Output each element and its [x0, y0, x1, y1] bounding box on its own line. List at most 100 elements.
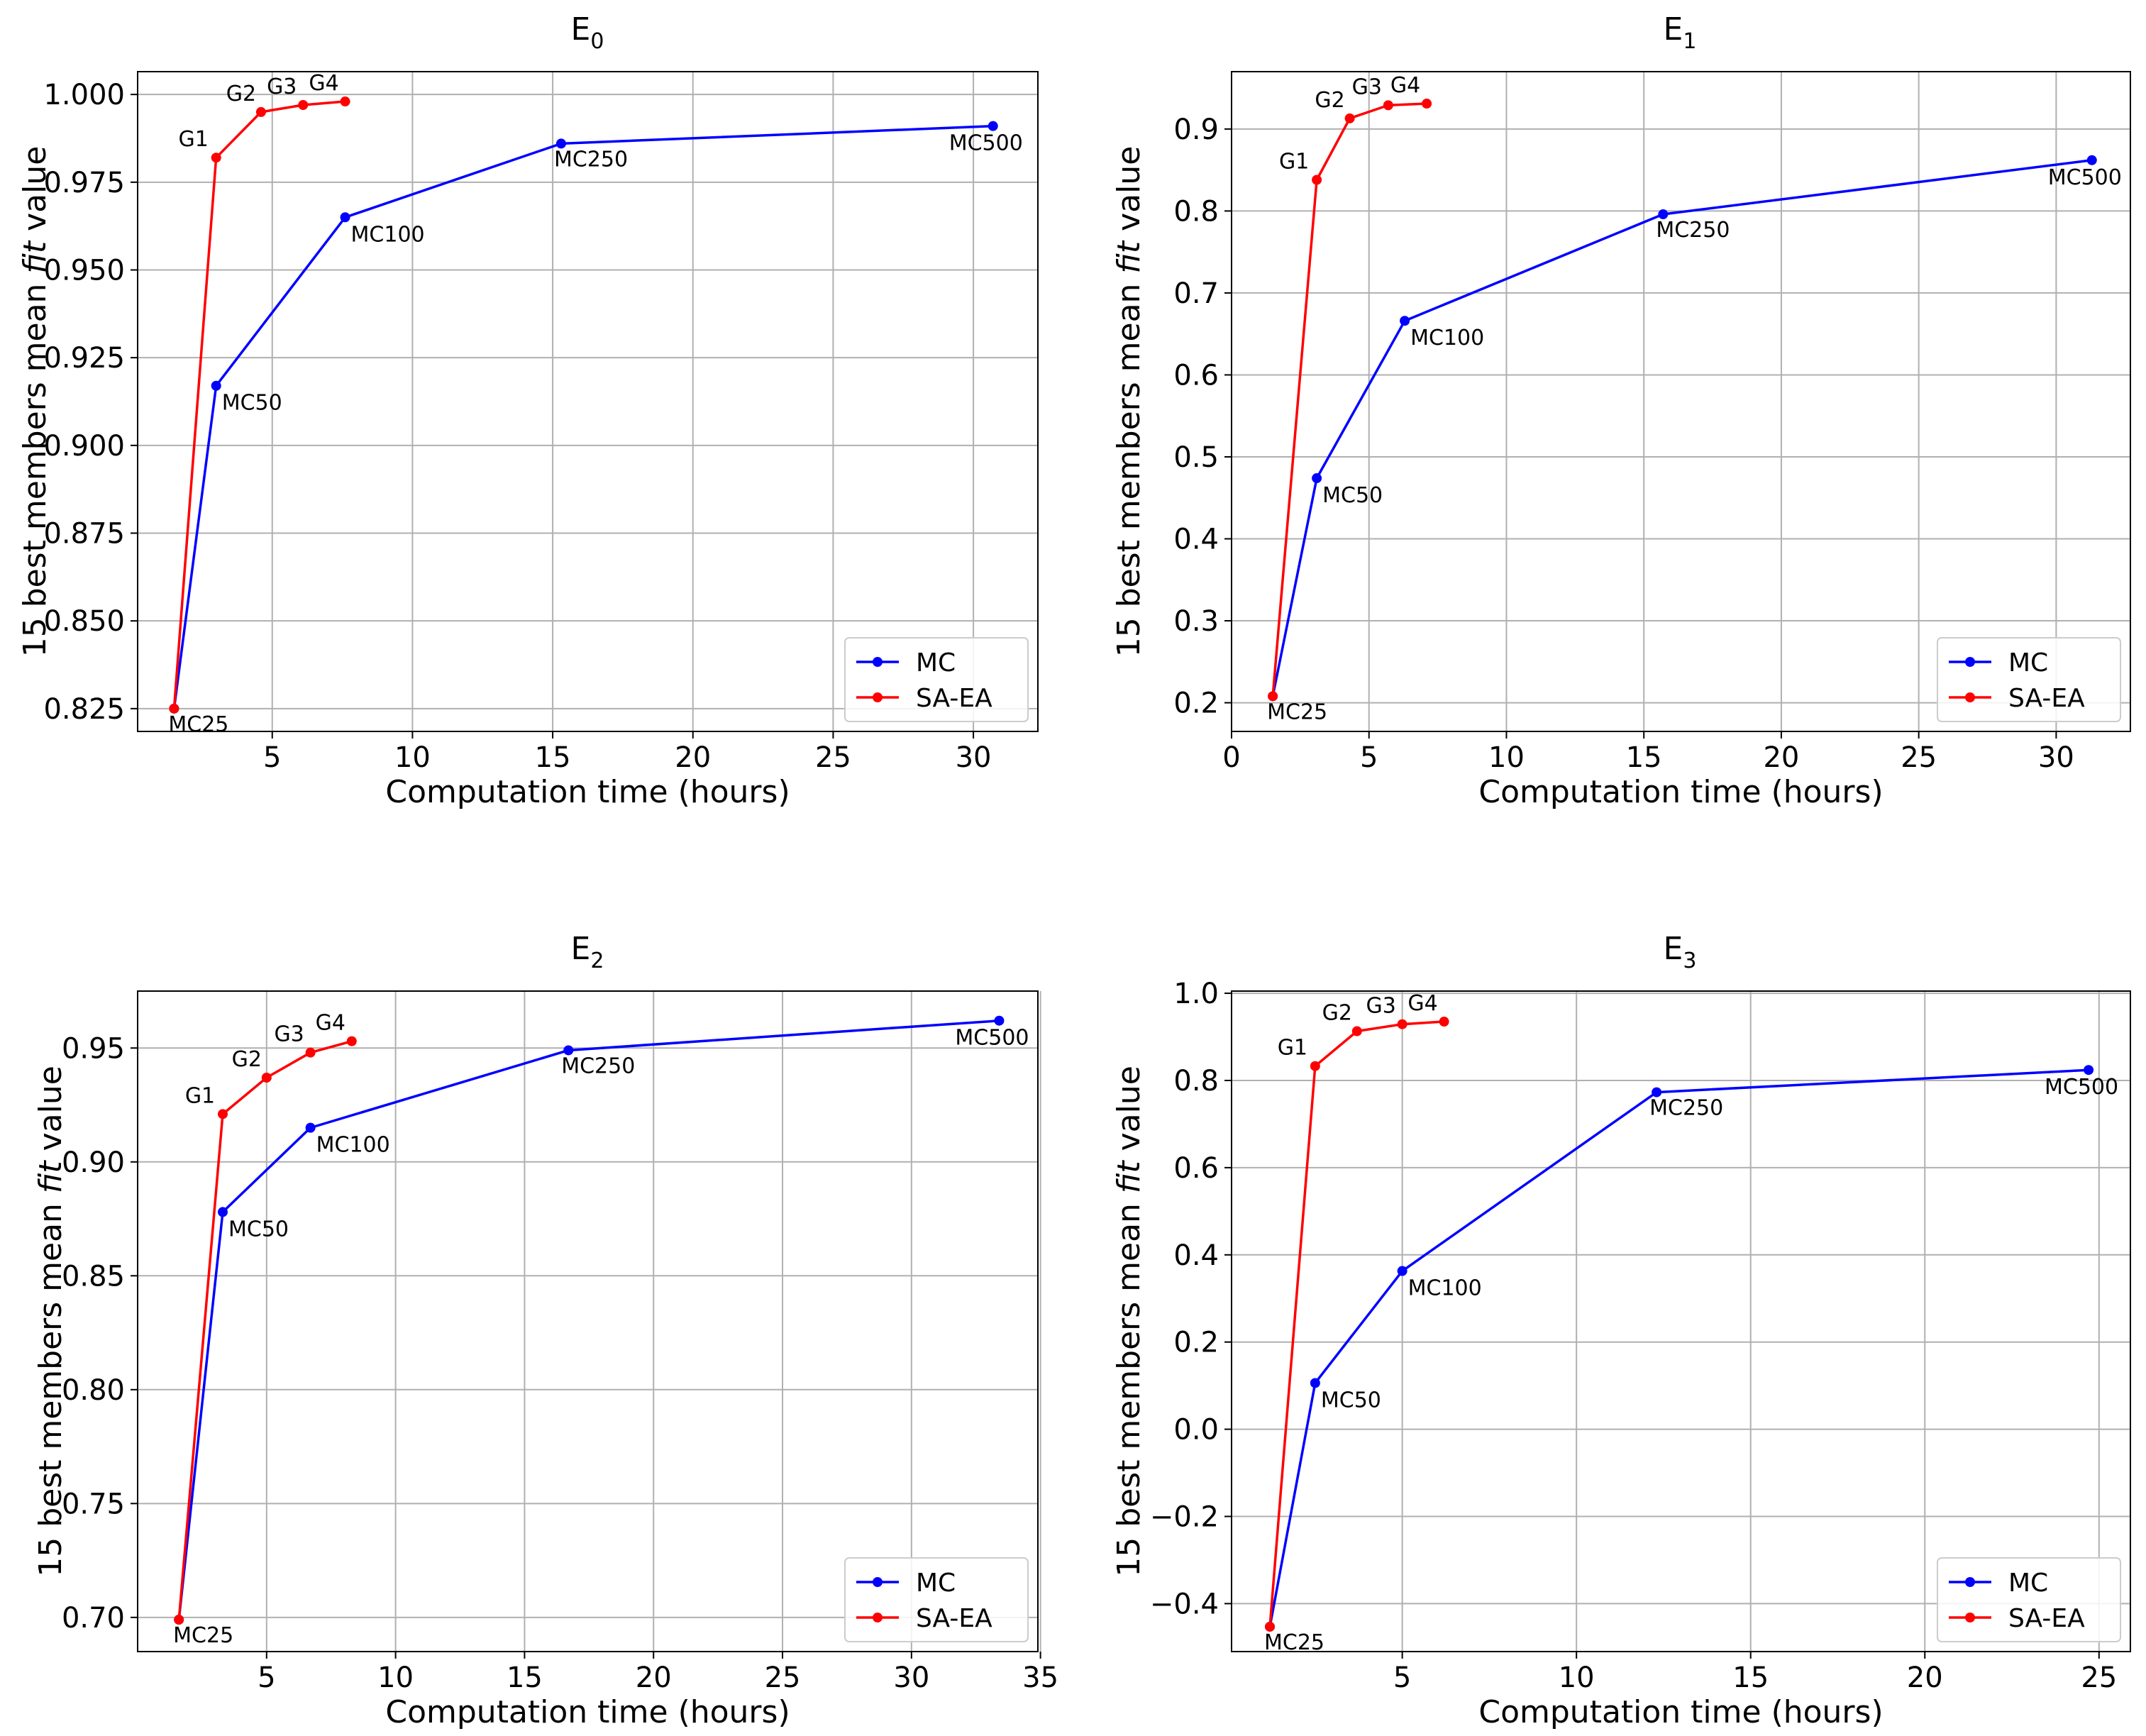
data-label: MC25	[1267, 700, 1327, 724]
data-point-mc	[1652, 1087, 1662, 1098]
y-tick-label: 1.000	[43, 79, 125, 111]
data-point-mc	[340, 212, 350, 223]
data-point-mc	[988, 121, 998, 131]
legend-box	[1937, 637, 2121, 722]
legend-marker-sa-ea	[873, 692, 883, 702]
legend-entry: SA-EA	[2008, 1604, 2085, 1633]
data-point-mc	[563, 1045, 574, 1056]
data-point-mc	[2086, 155, 2097, 165]
y-tick-label: 0.8	[1173, 1065, 1219, 1098]
data-label: G2	[226, 82, 256, 106]
legend-entry: SA-EA	[2008, 684, 2085, 713]
legend-entry: SA-EA	[916, 1604, 992, 1633]
data-label: G1	[179, 127, 209, 152]
y-tick-label: 0.8	[1173, 195, 1219, 228]
data-point-mc	[555, 138, 566, 149]
axes-frame	[137, 71, 1039, 732]
x-tick-label: 30	[956, 741, 992, 774]
y-tick-label: 0.875	[43, 518, 125, 551]
axes-frame	[137, 990, 1039, 1652]
data-label: MC50	[1322, 483, 1383, 508]
chart-title: E3	[1664, 931, 1697, 973]
data-label: MC500	[955, 1026, 1029, 1051]
series-line-mc	[177, 1019, 1000, 1620]
data-label: MC500	[2048, 165, 2122, 190]
data-point-sa-ea	[255, 106, 266, 117]
legend-marker-mc	[873, 657, 883, 667]
axes-frame	[1231, 990, 2131, 1652]
x-axis-label: Computation time (hours)	[385, 774, 790, 810]
y-tick-label: 0.90	[62, 1146, 125, 1179]
data-point-sa-ea	[1397, 1019, 1407, 1029]
x-tick-label: 10	[1559, 1662, 1595, 1694]
series-line-sa-ea	[177, 1039, 353, 1620]
data-point-sa-ea	[211, 153, 221, 163]
legend-marker-mc	[1965, 657, 1975, 667]
data-point-mc	[994, 1015, 1005, 1026]
y-tick-label: 1.0	[1173, 978, 1219, 1010]
y-axis-label: 15 best members mean fit value	[17, 146, 53, 658]
data-point-mc	[1400, 316, 1410, 326]
data-label: MC50	[1321, 1388, 1381, 1412]
x-tick-label: 25	[815, 741, 851, 774]
data-label: MC500	[2045, 1075, 2118, 1100]
data-point-sa-ea	[1351, 1026, 1362, 1036]
data-label: G3	[267, 74, 297, 99]
y-tick-label: 0.4	[1173, 1239, 1219, 1272]
x-tick-label: 25	[2081, 1662, 2117, 1694]
x-tick-label: 35	[1022, 1662, 1058, 1694]
data-label: G3	[1366, 994, 1395, 1019]
chart-title: E2	[571, 931, 604, 973]
data-label: MC500	[949, 131, 1023, 156]
x-tick-label: 10	[377, 1662, 414, 1694]
data-label: G1	[185, 1083, 215, 1108]
data-point-sa-ea	[305, 1047, 316, 1058]
x-tick-label: 25	[765, 1662, 801, 1694]
y-axis-label: 15 best members mean fit value	[33, 1066, 69, 1577]
data-point-sa-ea	[217, 1109, 228, 1119]
y-tick-label: 0.0	[1173, 1414, 1219, 1447]
data-point-sa-ea	[1439, 1017, 1449, 1027]
y-tick-label: 0.950	[43, 254, 125, 287]
data-label: G3	[1352, 74, 1382, 99]
x-tick-label: 30	[2038, 741, 2074, 774]
data-label: MC100	[316, 1133, 390, 1158]
data-label: G3	[274, 1022, 304, 1047]
legend-marker-sa-ea	[1965, 692, 1975, 702]
y-tick-label: 0.925	[43, 342, 125, 375]
series-line-sa-ea	[1268, 1020, 1444, 1627]
data-label: G4	[1390, 73, 1420, 98]
data-label: MC100	[1408, 1276, 1482, 1301]
legend-entry: MC	[2008, 648, 2048, 678]
x-tick-label: 15	[507, 1662, 543, 1694]
legend-marker-mc	[873, 1577, 883, 1587]
data-label: MC100	[1410, 326, 1484, 350]
data-label: MC250	[1649, 1096, 1723, 1121]
chart-panel-2: 5 10 15 20 25 30 35 0.70 0.75 0.80 0.85 0.90 0.95 E2 C…	[33, 931, 1058, 1730]
y-tick-label: 0.975	[43, 167, 125, 199]
data-label: MC50	[222, 391, 282, 416]
y-tick-label: 0.95	[62, 1032, 125, 1065]
data-point-mc	[211, 380, 221, 391]
legend-entry: MC	[916, 1569, 956, 1598]
legend-entry: SA-EA	[916, 684, 992, 713]
data-point-mc	[1312, 473, 1322, 484]
chart-panel-3: 5 10 15 20 25 −0.4 −0.2 0.0 0.2 0.4 0.6 0.8 1.0 E3 Com…	[1111, 931, 2131, 1730]
data-point-sa-ea	[1422, 99, 1432, 109]
data-point-sa-ea	[1344, 113, 1355, 123]
data-point-sa-ea	[261, 1072, 272, 1083]
y-tick-label: 0.70	[62, 1602, 125, 1635]
legend-box	[844, 637, 1029, 722]
data-label: MC25	[173, 1623, 233, 1648]
data-label: G2	[1322, 1001, 1352, 1026]
data-label: MC100	[351, 222, 425, 247]
x-tick-label: 5	[258, 1662, 275, 1694]
data-point-sa-ea	[340, 96, 350, 107]
legend-entry: MC	[916, 648, 956, 678]
chart-panel-1: 0 5 10 15 20 25 30 0.2 0.3 0.4 0.5 0.6 0.7 0.8 0.9 E1 Co…	[1111, 11, 2131, 810]
data-point-sa-ea	[1268, 691, 1278, 702]
x-tick-label: 25	[1901, 741, 1937, 774]
legend-marker-sa-ea	[1965, 1613, 1975, 1622]
x-tick-label: 0	[1222, 741, 1240, 774]
